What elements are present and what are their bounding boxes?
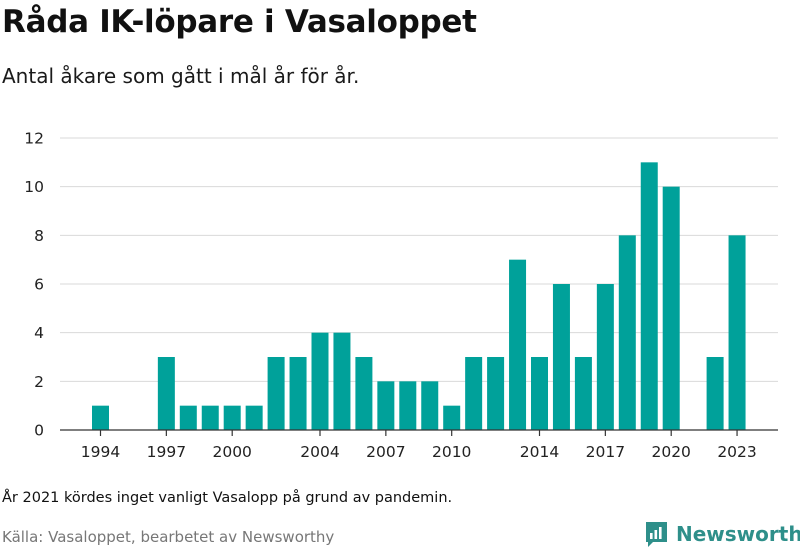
footnote: År 2021 kördes inget vanligt Vasalopp på… — [2, 490, 453, 506]
bar-1998 — [179, 405, 197, 430]
bar-2016 — [574, 357, 592, 430]
bar-2003 — [289, 357, 307, 430]
bars — [92, 162, 746, 431]
x-tick-label: 1994 — [81, 443, 120, 461]
newsworthy-logo-icon — [646, 522, 667, 547]
bar-2017 — [596, 284, 614, 430]
bar-2000 — [223, 405, 241, 430]
bar-2008 — [399, 381, 417, 430]
bar-2018 — [618, 235, 636, 430]
bar-2020 — [662, 186, 680, 430]
bar-2022 — [706, 357, 724, 430]
bar-2014 — [531, 357, 548, 430]
chart-title: Råda IK-löpare i Vasaloppet — [2, 4, 477, 40]
x-tick-label: 1997 — [147, 443, 186, 461]
bar-2009 — [421, 381, 439, 430]
y-tick-label: 6 — [34, 276, 44, 294]
source-text: Källa: Vasaloppet, bearbetet av Newswort… — [2, 528, 335, 546]
y-tick-label: 4 — [34, 324, 44, 342]
x-tick-label: 2010 — [432, 443, 471, 461]
bar-1994 — [92, 405, 109, 430]
y-axis-labels: 0 2 4 6 8 10 12 — [24, 130, 44, 440]
x-tick-label: 2014 — [520, 443, 559, 461]
y-tick-label: 0 — [34, 422, 44, 440]
x-tick-label: 2017 — [586, 443, 625, 461]
x-tick-label: 2000 — [212, 443, 251, 461]
bar-1997 — [157, 357, 175, 430]
bar-2010 — [443, 405, 461, 430]
bar-2002 — [267, 357, 285, 430]
bar-2023 — [728, 235, 746, 430]
bar-2012 — [487, 357, 505, 430]
grid-lines — [60, 137, 778, 382]
bar-2011 — [465, 357, 483, 430]
x-tick-label: 2020 — [651, 443, 690, 461]
y-tick-label: 10 — [24, 178, 44, 196]
bar-2001 — [245, 405, 263, 430]
newsworthy-logo: Newsworthy — [644, 519, 800, 549]
y-tick-label: 12 — [24, 130, 44, 148]
x-tick-label: 2004 — [300, 443, 339, 461]
y-tick-label: 8 — [34, 227, 44, 245]
x-tick-label: 2023 — [717, 443, 756, 461]
bar-2007 — [377, 381, 395, 430]
y-tick-label: 2 — [34, 373, 44, 391]
logo-text: Newsworthy — [676, 522, 800, 546]
bar-2006 — [355, 357, 373, 430]
bar-chart: 0 2 4 6 8 10 12 1994 1997 2000 2004 2007 2010 2014 20… — [24, 130, 778, 461]
bar-2013 — [509, 259, 527, 430]
bar-2019 — [640, 162, 658, 431]
x-axis: 1994 1997 2000 2004 2007 2010 2014 2017 2020 2023 — [60, 429, 778, 461]
bar-2015 — [552, 284, 570, 430]
chart-subtitle: Antal åkare som gått i mål år för år. — [2, 64, 360, 88]
bar-2005 — [333, 332, 351, 430]
x-tick-label: 2007 — [366, 443, 405, 461]
bar-2004 — [311, 332, 329, 430]
bar-1999 — [201, 405, 219, 430]
